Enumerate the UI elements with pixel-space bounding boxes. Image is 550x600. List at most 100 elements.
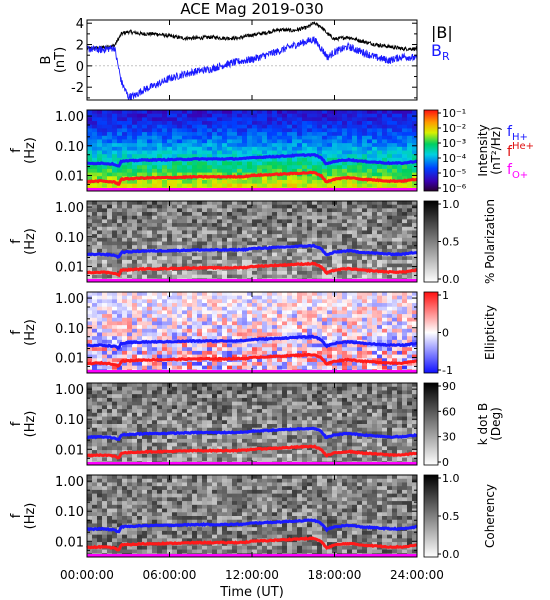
heatmap-cell [202,299,208,304]
heatmap-cell [247,215,253,220]
heatmap-cell [167,135,173,140]
heatmap-cell [317,306,323,311]
heatmap-cell [382,295,388,300]
heatmap-cell [132,223,138,228]
heatmap-cell [127,124,133,129]
heatmap-cell [367,245,373,250]
heatmap-cell [362,317,368,322]
heatmap-cell [312,157,318,162]
heatmap-cell [402,354,408,359]
heatmap-cell [357,317,363,322]
heatmap-cell [152,350,158,355]
heatmap-cell [262,270,268,276]
heatmap-cell [137,390,143,395]
heatmap-cell [327,135,333,140]
heatmap-cell [342,219,348,224]
heatmap-cell [197,135,203,140]
heatmap-cell [277,176,283,181]
heatmap-cell [142,219,148,224]
y-tick-label: 0 [76,60,84,75]
heatmap-cell [87,365,93,370]
heatmap-cell [167,150,173,155]
heatmap-cell [217,325,223,330]
heatmap-cell [102,405,108,410]
heatmap-cell [372,117,378,122]
heatmap-cell [97,204,103,209]
heatmap-cell [297,248,303,253]
heatmap-cell [282,223,288,228]
heatmap-cell [262,325,268,330]
heatmap-cell [162,321,168,326]
heatmap-cell [362,110,368,115]
heatmap-cell [377,248,383,253]
heatmap-cell [402,310,408,315]
heatmap-cell [187,310,193,315]
heatmap-cell [397,110,403,115]
heatmap-cell [382,347,388,352]
heatmap-cell [147,446,153,451]
heatmap-cell [97,183,103,188]
heatmap-cell [102,358,108,363]
heatmap-cell [307,361,313,367]
heatmap-cell [262,256,268,261]
heatmap-cell [157,453,163,458]
heatmap-cell [322,226,328,231]
heatmap-cell [362,230,368,235]
heatmap-cell [167,453,173,458]
heatmap-cell [182,328,188,333]
heatmap-cell [292,241,298,246]
heatmap-cell [172,172,178,177]
heatmap-cell [132,325,138,330]
heatmap-cell [297,256,303,261]
heatmap-cell [122,347,128,352]
heatmap-cell [352,234,358,239]
heatmap-cell [232,267,238,272]
heatmap-cell [257,183,263,188]
heatmap-cell [117,204,123,209]
heatmap-cell [327,168,333,173]
heatmap-cell [137,256,143,261]
heatmap-cell [112,165,118,170]
heatmap-cell [337,241,343,246]
heatmap-cell [342,292,348,297]
heatmap-cell [352,201,358,206]
heatmap-cell [387,354,393,359]
heatmap-cell [182,350,188,355]
heatmap-cell [107,150,113,155]
heatmap-cell [252,303,258,308]
heatmap-cell [247,113,253,118]
heatmap-cell [337,208,343,213]
heatmap-cell [337,292,343,297]
heatmap-cell [382,226,388,231]
heatmap-cell [222,204,228,209]
heatmap-cell [182,154,188,159]
heatmap-cell [282,165,288,170]
heatmap-cell [397,139,403,144]
heatmap-cell [92,267,98,272]
heatmap-cell [337,314,343,319]
heatmap-cell [352,292,358,297]
heatmap-cell [332,274,338,279]
heatmap-cell [287,135,293,140]
heatmap-cell [392,339,398,344]
heatmap-cell [407,117,413,122]
heatmap-cell [297,230,303,235]
heatmap-cell [132,270,138,276]
heatmap-cell [377,132,383,137]
heatmap-cell [97,450,103,455]
heatmap-cell [157,343,163,348]
heatmap-cell [182,310,188,315]
heatmap-cell [387,176,393,181]
heatmap-cell [167,409,173,414]
heatmap-cell [182,412,188,417]
heatmap-cell [92,390,98,395]
heatmap-cell [277,267,283,272]
heatmap-cell [112,446,118,451]
heatmap-cell [397,241,403,246]
heatmap-cell [207,365,213,370]
heatmap-cell [167,117,173,122]
heatmap-cell [107,310,113,315]
heatmap-cell [187,383,193,388]
heatmap-cell [117,172,123,177]
heatmap-cell [272,117,278,122]
